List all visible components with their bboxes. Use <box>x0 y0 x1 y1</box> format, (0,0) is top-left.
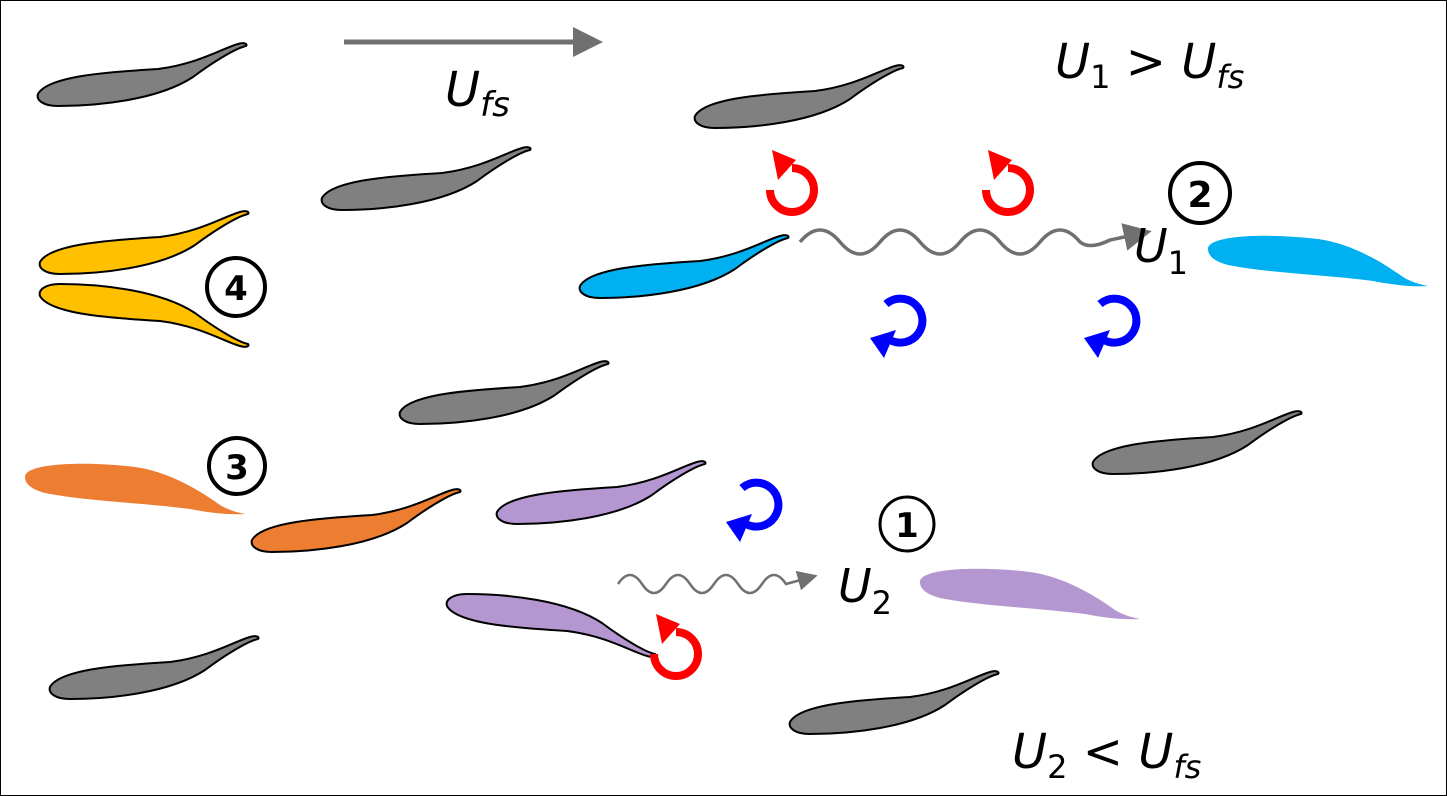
u1-greater-label: U1 > Ufs <box>1055 34 1244 96</box>
u1-label: U1 <box>1134 219 1188 282</box>
gray-fish <box>36 42 248 107</box>
purple-fish-ghost <box>920 568 1140 620</box>
gray-fish <box>398 360 610 425</box>
gray-fish <box>693 64 905 129</box>
purple-fish <box>495 460 707 525</box>
wake-wave-arrow-lower <box>616 570 818 595</box>
u2-less-label: U2 < Ufs <box>1012 724 1201 786</box>
blue-vortex-icon <box>1084 294 1141 358</box>
marker-4-label: 4 <box>224 269 248 309</box>
marker-1-label: 1 <box>895 506 919 546</box>
gray-fish <box>320 146 532 211</box>
blue-vortex-icon <box>870 294 927 358</box>
marker-1: 1 <box>878 495 936 553</box>
u2-label: U2 <box>838 559 892 622</box>
red-vortex-icon <box>982 150 1034 216</box>
red-vortex-icon <box>650 614 702 680</box>
blue-vortex-icon <box>726 478 783 542</box>
marker-3: 3 <box>207 436 267 496</box>
red-vortex-icon <box>766 150 818 216</box>
gray-fish <box>48 635 260 700</box>
gray-fish <box>1091 410 1303 475</box>
orange-fish <box>250 488 462 553</box>
marker-2: 2 <box>1168 161 1232 225</box>
marker-2-label: 2 <box>1187 175 1212 216</box>
free-stream-label: Ufs <box>445 62 510 125</box>
wake-wave-arrow-upper <box>798 223 1152 256</box>
marker-3-label: 3 <box>225 448 249 488</box>
blue-fish-ghost <box>1208 235 1428 287</box>
gray-fish <box>788 670 1000 735</box>
blue-fish <box>578 234 790 299</box>
marker-4: 4 <box>205 256 267 318</box>
purple-fish-lower <box>445 593 657 658</box>
